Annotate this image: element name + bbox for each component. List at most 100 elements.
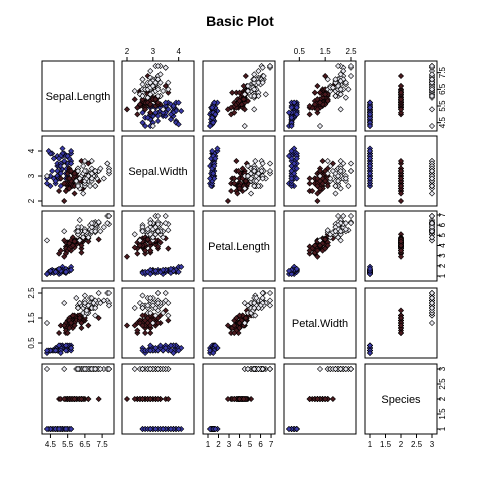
data-point bbox=[154, 86, 162, 93]
data-point bbox=[68, 266, 75, 273]
data-point bbox=[332, 228, 339, 235]
data-point bbox=[253, 177, 260, 185]
data-point bbox=[167, 425, 174, 433]
data-point bbox=[165, 79, 172, 86]
data-point bbox=[293, 111, 300, 118]
data-point bbox=[428, 76, 436, 83]
data-point bbox=[428, 175, 436, 182]
data-point bbox=[162, 289, 169, 297]
panel-Sepal.Width-vs-Petal.Length bbox=[202, 135, 276, 207]
data-point bbox=[95, 289, 102, 297]
data-point bbox=[397, 106, 405, 113]
data-point bbox=[62, 347, 69, 354]
data-point bbox=[61, 197, 68, 205]
data-point bbox=[139, 395, 146, 403]
data-point bbox=[337, 220, 344, 227]
data-point bbox=[366, 349, 374, 357]
panel-Species-vs-Petal.Length bbox=[202, 363, 276, 435]
data-point bbox=[332, 182, 339, 190]
data-point bbox=[314, 109, 321, 116]
data-point bbox=[56, 425, 63, 433]
data-point bbox=[97, 165, 104, 172]
data-point bbox=[162, 82, 169, 90]
data-point bbox=[85, 395, 92, 403]
tick-label: 0.5 bbox=[294, 47, 306, 56]
data-point bbox=[71, 238, 78, 245]
data-point bbox=[397, 253, 405, 260]
data-point bbox=[366, 270, 374, 277]
data-point bbox=[244, 302, 251, 309]
data-point bbox=[167, 111, 174, 118]
data-point bbox=[80, 234, 87, 241]
data-point bbox=[241, 106, 248, 113]
data-point bbox=[62, 187, 69, 195]
data-point bbox=[428, 220, 436, 227]
data-point bbox=[244, 87, 251, 95]
data-point bbox=[85, 238, 92, 245]
data-point bbox=[78, 249, 85, 256]
data-point bbox=[337, 86, 344, 93]
data-point bbox=[160, 425, 167, 433]
data-point bbox=[165, 317, 172, 324]
data-point bbox=[252, 312, 259, 319]
data-point bbox=[327, 162, 334, 170]
data-point bbox=[231, 180, 238, 187]
data-point bbox=[259, 175, 266, 182]
data-point bbox=[43, 319, 51, 327]
panel-frame bbox=[202, 363, 276, 435]
data-point bbox=[306, 180, 313, 187]
data-point bbox=[347, 220, 355, 227]
data-point bbox=[175, 425, 182, 433]
tick-label: 7.5 bbox=[97, 440, 109, 449]
data-point bbox=[134, 250, 141, 257]
data-point bbox=[251, 92, 258, 100]
data-point bbox=[95, 395, 102, 403]
data-point bbox=[71, 170, 78, 177]
data-point bbox=[209, 147, 216, 155]
tick-label: 2.5 bbox=[345, 47, 357, 56]
data-point bbox=[366, 265, 374, 272]
data-point bbox=[428, 167, 436, 175]
tick-label: 1.5 bbox=[320, 47, 332, 56]
data-point bbox=[105, 365, 113, 373]
data-point bbox=[236, 97, 243, 105]
data-point bbox=[428, 106, 436, 113]
data-point bbox=[76, 237, 83, 244]
data-point bbox=[337, 71, 344, 78]
data-point bbox=[74, 182, 82, 190]
panel-Sepal.Length-vs-Sepal.Length: Sepal.Length bbox=[41, 60, 115, 132]
data-point bbox=[293, 425, 300, 433]
data-point bbox=[236, 319, 243, 327]
tick-label: 4.5 bbox=[45, 440, 57, 449]
data-point bbox=[322, 72, 329, 80]
data-point bbox=[136, 91, 143, 98]
data-point bbox=[90, 299, 97, 307]
data-point bbox=[144, 114, 151, 121]
tick-label: 5.5 bbox=[438, 100, 447, 112]
data-point bbox=[285, 152, 293, 160]
data-point bbox=[366, 155, 374, 162]
data-point bbox=[259, 160, 266, 167]
data-point bbox=[56, 265, 63, 272]
data-point bbox=[239, 165, 246, 172]
data-point bbox=[152, 224, 159, 231]
data-point bbox=[311, 242, 318, 249]
panel-Petal.Width-vs-Petal.Width: Petal.Width bbox=[283, 287, 357, 359]
tick-label: 3 bbox=[151, 47, 156, 56]
data-point bbox=[68, 344, 75, 352]
data-point bbox=[43, 425, 51, 433]
data-point bbox=[327, 175, 334, 182]
data-point bbox=[347, 212, 355, 220]
tick-label: 2 bbox=[438, 396, 447, 401]
tick-label: 4 bbox=[176, 47, 181, 56]
data-point bbox=[178, 107, 185, 115]
data-point bbox=[147, 294, 154, 302]
data-point bbox=[139, 292, 146, 299]
data-point bbox=[69, 242, 76, 249]
data-point bbox=[241, 319, 248, 327]
data-point bbox=[139, 312, 146, 319]
data-point bbox=[347, 365, 355, 373]
data-point bbox=[149, 319, 156, 327]
tick-label: 1.5 bbox=[438, 408, 447, 420]
